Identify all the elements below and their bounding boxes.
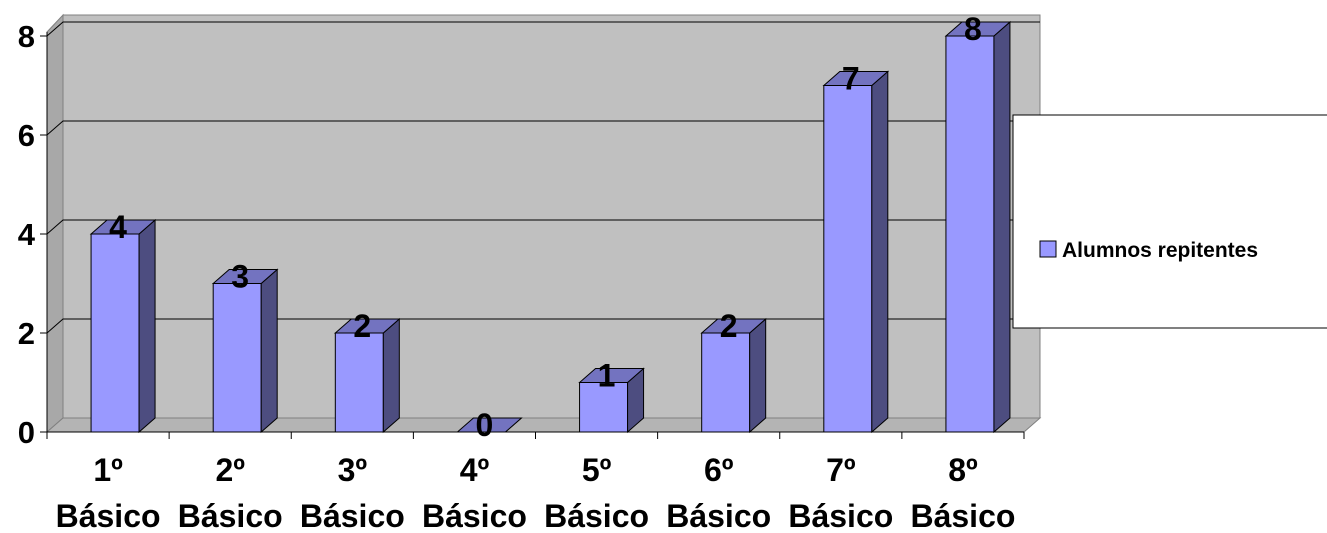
bar-front bbox=[823, 85, 873, 433]
bar bbox=[944, 20, 1012, 434]
bar-top bbox=[211, 269, 279, 284]
bar-series bbox=[89, 20, 1012, 434]
x-category-label: 2º bbox=[215, 452, 245, 488]
legend-swatch bbox=[1039, 240, 1057, 258]
bar-side bbox=[749, 317, 767, 434]
gridline bbox=[46, 318, 1040, 334]
bar-front bbox=[945, 35, 995, 433]
bar bbox=[456, 417, 523, 433]
gridline bbox=[46, 120, 1040, 136]
gridlines bbox=[46, 21, 1040, 334]
gridline bbox=[46, 21, 1040, 37]
bar-top bbox=[578, 368, 645, 383]
bar-front bbox=[334, 332, 384, 433]
bar-side bbox=[382, 317, 400, 434]
x-category-label: 1º bbox=[93, 452, 123, 488]
legend-entry: Alumnos repitentes bbox=[1062, 239, 1258, 262]
x-category-label: Básico bbox=[300, 498, 405, 533]
data-labels: 4 3 2 0 1 2 7 8 bbox=[109, 11, 982, 443]
x-category-label: Básico bbox=[178, 498, 283, 533]
gridline bbox=[46, 219, 1040, 235]
y-tick-label: 6 bbox=[18, 118, 35, 153]
bar bbox=[822, 70, 890, 434]
x-category-label: Básico bbox=[910, 498, 1015, 533]
x-category-label: 5º bbox=[582, 452, 612, 488]
x-axis: 1º Básico 2º Básico 3º Básico 4º Básico 5º Básico… bbox=[46, 431, 1025, 533]
x-category-label: Básico bbox=[788, 498, 893, 533]
bar-side bbox=[993, 20, 1011, 434]
x-category-label: 6º bbox=[704, 452, 734, 488]
bar-top bbox=[89, 219, 157, 235]
data-label: 7 bbox=[842, 61, 860, 97]
y-axis: 0 2 4 6 8 bbox=[18, 19, 48, 450]
bar-front bbox=[701, 332, 751, 433]
bar-side bbox=[138, 218, 156, 434]
x-category-label: 3º bbox=[338, 452, 368, 488]
x-category-label: Básico bbox=[422, 498, 527, 533]
bar bbox=[578, 367, 645, 434]
legend: Alumnos repitentes bbox=[1012, 114, 1327, 329]
y-tick-label: 2 bbox=[18, 316, 35, 351]
y-tick-label: 4 bbox=[18, 217, 36, 252]
y-tick-label: 0 bbox=[18, 415, 35, 450]
data-label: 2 bbox=[720, 308, 738, 344]
data-label: 2 bbox=[353, 308, 371, 344]
bar bbox=[700, 317, 768, 434]
data-label: 8 bbox=[964, 11, 982, 47]
data-label: 4 bbox=[109, 209, 127, 245]
bar-front bbox=[212, 283, 262, 433]
bar-top bbox=[333, 318, 401, 334]
x-category-label: 4º bbox=[460, 452, 490, 488]
bar-front bbox=[90, 233, 140, 433]
data-label: 0 bbox=[476, 407, 494, 443]
x-category-label: 8º bbox=[948, 452, 978, 488]
data-label: 3 bbox=[231, 259, 249, 295]
bar bbox=[89, 218, 157, 434]
bar bbox=[333, 317, 401, 434]
x-category-label: Básico bbox=[544, 498, 649, 533]
bar bbox=[211, 268, 279, 434]
x-category-label: Básico bbox=[56, 498, 161, 533]
plot-left-wall bbox=[46, 13, 64, 434]
data-label: 1 bbox=[598, 358, 616, 394]
x-category-label: Básico bbox=[666, 498, 771, 533]
bar-top bbox=[700, 318, 768, 334]
y-tick-label: 8 bbox=[18, 19, 35, 54]
legend-box bbox=[1012, 114, 1327, 329]
bar-side bbox=[871, 70, 889, 434]
plot-back-wall bbox=[62, 14, 1041, 419]
bar-top bbox=[456, 417, 523, 433]
bar-top bbox=[822, 71, 890, 86]
plot-floor bbox=[45, 417, 1042, 433]
x-category-label: 7º bbox=[826, 452, 856, 488]
bar-top bbox=[944, 21, 1012, 37]
bar-side bbox=[260, 268, 278, 434]
